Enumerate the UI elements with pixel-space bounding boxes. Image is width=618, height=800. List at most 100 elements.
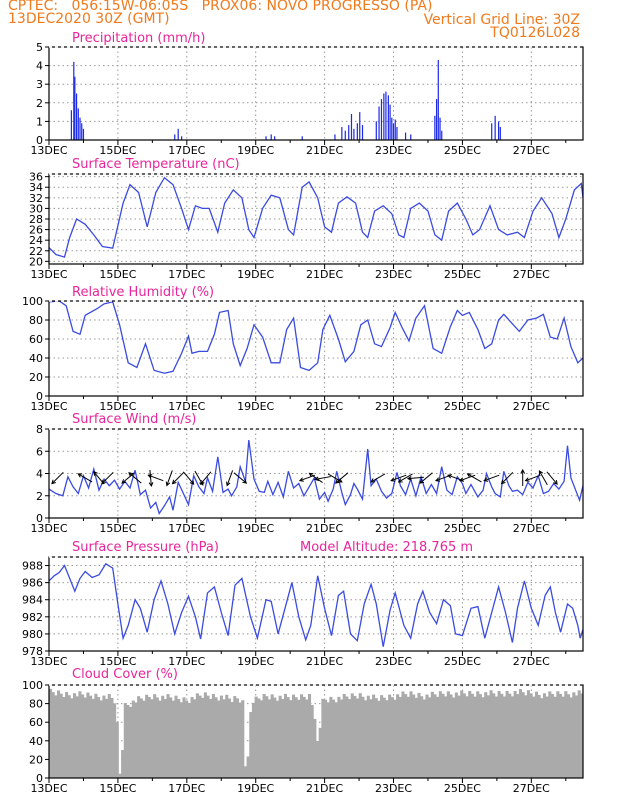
- cloud-bar: [62, 697, 66, 778]
- cloud-bar: [161, 695, 165, 778]
- series-line: [49, 301, 583, 374]
- x-tick-label: 19DEC: [237, 655, 274, 668]
- wind-arrow: [313, 476, 331, 482]
- cloud-bar: [326, 702, 330, 778]
- cloud-bar: [540, 698, 544, 778]
- panel-annotation: Model Altitude: 218.765 m: [300, 540, 473, 555]
- precip-bar: [181, 136, 183, 140]
- wind-arrow: [183, 471, 195, 485]
- cloud-bar: [251, 702, 255, 778]
- cloud-bar: [113, 703, 117, 778]
- cloud-bar: [369, 699, 373, 778]
- cloud-bar: [332, 699, 336, 778]
- wind-arrow: [500, 471, 514, 485]
- cloud-bar: [203, 692, 207, 778]
- cloud-bar: [158, 700, 162, 778]
- cloud-bar: [356, 698, 360, 778]
- precip-bar: [391, 117, 393, 140]
- cloud-bar: [57, 690, 61, 778]
- cloud-bar: [150, 699, 154, 778]
- cloud-bar: [283, 693, 288, 778]
- precip-bar: [434, 115, 436, 140]
- cloud-bar: [278, 695, 282, 778]
- y-tick-label: 100: [22, 295, 43, 308]
- precip-bar: [392, 123, 395, 140]
- x-tick-label: 17DEC: [168, 655, 205, 668]
- wind-arrow: [298, 474, 316, 482]
- cloud-bar: [227, 698, 231, 778]
- y-tick-label: 984: [22, 594, 43, 607]
- precip-bar: [81, 123, 83, 140]
- cloud-bar: [521, 692, 525, 778]
- x-tick-label: 15DEC: [99, 268, 136, 281]
- cloud-bar: [97, 697, 101, 778]
- y-tick-label: 36: [29, 171, 43, 184]
- cloud-bar: [94, 693, 98, 778]
- series-2: [49, 301, 583, 374]
- cloud-bar: [134, 702, 138, 778]
- panel-title: Precipitation (mm/h): [72, 31, 205, 46]
- cloud-bar: [142, 700, 146, 778]
- wind-arrow: [199, 471, 212, 485]
- precip-bar: [383, 93, 385, 140]
- wind-arrow: [483, 474, 500, 482]
- cloud-bar: [473, 696, 477, 778]
- cloud-bar: [401, 691, 405, 778]
- wind-arrow: [520, 468, 526, 486]
- cloud-bar: [502, 696, 506, 778]
- wind-arrow: [370, 473, 386, 483]
- x-tick-label: 13DEC: [30, 144, 67, 157]
- cloud-bar: [404, 694, 408, 778]
- cloud-bar: [420, 696, 424, 778]
- header-line1: CPTEC: 056:15W-06:05S PROX06: NOVO PROGR…: [8, 0, 433, 14]
- x-tick-label: 15DEC: [99, 782, 136, 795]
- cloud-bar: [422, 699, 426, 778]
- cloud-bar: [286, 697, 290, 778]
- cloud-bar: [372, 694, 376, 778]
- x-tick-label: 25DEC: [444, 268, 481, 281]
- cloud-bar: [230, 702, 234, 778]
- panel-4: 978 980 982 984 986 988 13DEC 15DEC 17DEC 19DEC 21…: [22, 540, 584, 668]
- series-5: [49, 688, 583, 778]
- precip-bar: [301, 136, 303, 140]
- cloud-bar: [297, 699, 301, 778]
- panel-frame: [48, 46, 584, 141]
- y-tick-label: 2: [36, 490, 43, 503]
- x-tick-label: 13DEC: [30, 268, 67, 281]
- x-tick-label: 27DEC: [513, 400, 550, 413]
- precip-bar: [359, 112, 361, 140]
- cloud-bar: [307, 693, 312, 778]
- x-tick-label: 13DEC: [30, 400, 67, 413]
- precip-bar: [334, 134, 336, 140]
- x-tick-label: 17DEC: [168, 268, 205, 281]
- precip-bar: [344, 130, 346, 140]
- series-line: [49, 440, 583, 515]
- x-tick-label: 25DEC: [444, 144, 481, 157]
- cloud-bar: [177, 698, 181, 778]
- cloud-bar: [281, 698, 285, 778]
- x-tick-label: 19DEC: [237, 522, 274, 535]
- series-0: [70, 60, 501, 140]
- cloud-bar: [54, 695, 58, 778]
- wind-arrow: [147, 474, 164, 482]
- cloud-bar: [147, 697, 151, 778]
- precip-bar: [494, 115, 496, 140]
- precip-bar: [435, 99, 438, 140]
- y-tick-label: 32: [29, 192, 43, 205]
- cloud-bar: [182, 697, 186, 778]
- precip-bar: [389, 104, 391, 140]
- cloud-bar: [107, 694, 111, 778]
- cloud-bar: [99, 700, 103, 778]
- y-tick-label: 4: [36, 468, 43, 481]
- cloud-bar: [345, 696, 349, 778]
- precip-bar: [79, 117, 81, 140]
- cloud-bar: [81, 694, 85, 778]
- precip-bar: [74, 76, 76, 140]
- cloud-bar: [185, 700, 189, 778]
- cloud-bar: [75, 696, 79, 778]
- wind-arrow: [459, 474, 476, 482]
- y-tick-label: 80: [29, 698, 43, 711]
- cloud-bar: [67, 695, 71, 778]
- x-tick-label: 23DEC: [375, 268, 412, 281]
